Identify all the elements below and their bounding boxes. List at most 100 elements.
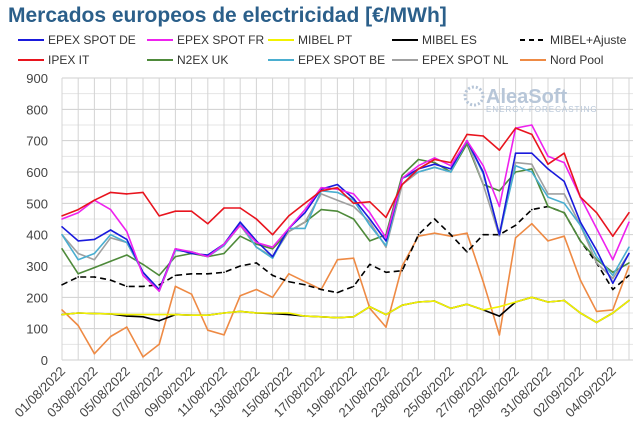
data-point xyxy=(109,237,112,239)
data-point xyxy=(207,255,209,258)
data-point xyxy=(223,252,225,255)
y-tick-label: 500 xyxy=(26,196,48,211)
data-point xyxy=(628,265,630,267)
data-point xyxy=(77,211,79,214)
data-point xyxy=(612,258,614,261)
legend-label: MIBEL+Ajuste xyxy=(550,33,627,47)
data-point xyxy=(190,210,193,212)
data-point xyxy=(433,157,436,159)
y-tick-label: 100 xyxy=(26,322,48,337)
data-point xyxy=(563,299,565,302)
data-point xyxy=(336,191,339,194)
data-point xyxy=(547,155,549,158)
data-point xyxy=(126,238,128,241)
data-point xyxy=(498,233,501,236)
data-point xyxy=(126,254,128,256)
data-point xyxy=(142,356,144,358)
data-point xyxy=(126,241,128,244)
data-point xyxy=(352,218,355,220)
data-point xyxy=(401,177,404,180)
data-point xyxy=(158,343,160,346)
data-point xyxy=(255,312,258,314)
data-point xyxy=(174,210,177,212)
data-point xyxy=(612,235,614,238)
data-point xyxy=(336,316,339,319)
data-point xyxy=(158,290,160,292)
data-point xyxy=(498,235,501,238)
data-point xyxy=(142,313,144,316)
data-point xyxy=(336,183,339,186)
data-point xyxy=(369,221,371,223)
data-point xyxy=(288,313,290,316)
data-point xyxy=(612,288,614,291)
data-point xyxy=(93,352,96,355)
data-point xyxy=(77,252,79,255)
data-point xyxy=(417,233,420,236)
data-point xyxy=(158,284,160,286)
data-point xyxy=(595,255,598,258)
data-point xyxy=(288,273,290,275)
data-point xyxy=(579,279,582,281)
data-point xyxy=(336,291,339,294)
data-point xyxy=(498,190,501,192)
y-tick-label: 0 xyxy=(41,353,48,368)
data-point xyxy=(531,163,533,165)
data-point xyxy=(482,171,485,173)
data-point xyxy=(352,315,355,318)
data-point xyxy=(142,191,144,194)
legend-item: MIBEL PT xyxy=(268,33,353,47)
data-point xyxy=(352,285,355,288)
data-point xyxy=(77,276,79,278)
data-point xyxy=(93,199,96,201)
data-point xyxy=(433,166,436,169)
data-point xyxy=(514,171,517,173)
data-point xyxy=(385,240,387,242)
data-point xyxy=(547,193,549,195)
data-point xyxy=(450,164,452,167)
y-tick-label: 700 xyxy=(26,134,48,149)
data-point xyxy=(271,247,274,250)
data-point xyxy=(142,274,144,277)
data-point xyxy=(93,312,96,315)
data-point xyxy=(514,164,517,167)
data-point xyxy=(223,207,225,209)
data-point xyxy=(369,305,371,308)
data-point xyxy=(174,274,177,277)
data-point xyxy=(547,301,549,303)
data-point xyxy=(142,285,144,288)
data-point xyxy=(207,314,209,316)
data-point xyxy=(628,221,630,223)
data-point xyxy=(77,258,79,261)
data-point xyxy=(482,233,485,236)
data-point xyxy=(369,307,371,310)
data-point xyxy=(579,224,582,227)
data-point xyxy=(466,139,468,142)
series-line-mibel-pt xyxy=(61,296,630,324)
data-point xyxy=(579,312,582,314)
data-point xyxy=(239,310,241,313)
data-point xyxy=(320,288,323,291)
data-point xyxy=(385,237,387,239)
data-point xyxy=(563,211,565,214)
y-tick-label: 200 xyxy=(26,290,48,305)
data-point xyxy=(336,199,339,201)
data-point xyxy=(531,208,533,211)
data-point xyxy=(61,233,63,236)
data-point xyxy=(466,133,468,136)
data-point xyxy=(304,211,306,214)
data-point xyxy=(628,274,630,277)
data-point xyxy=(563,180,565,183)
logo-tagline: ENERGY FORECASTING xyxy=(486,105,598,114)
data-point xyxy=(61,313,63,316)
data-point xyxy=(369,240,371,242)
data-point xyxy=(466,251,468,253)
data-point xyxy=(255,246,258,248)
legend-item: N2EX UK xyxy=(147,53,228,67)
data-point xyxy=(61,218,63,220)
data-point xyxy=(61,226,63,228)
data-point xyxy=(498,315,501,317)
data-point xyxy=(417,158,420,161)
data-point xyxy=(385,313,387,316)
data-point xyxy=(190,273,193,275)
